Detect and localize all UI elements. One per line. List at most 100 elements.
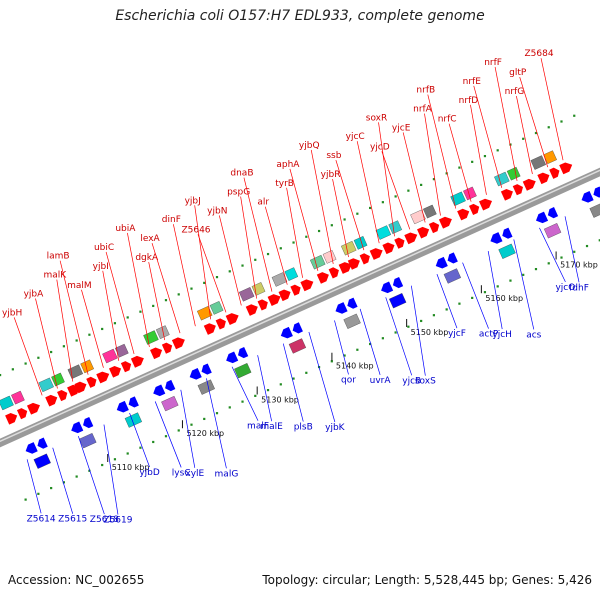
- gene-arrow-shape: [404, 232, 418, 245]
- feature-box-shape: [11, 390, 25, 405]
- top-gene-arrow: [522, 178, 536, 191]
- upper-guide-dot: [343, 218, 346, 221]
- gene-arrow-shape: [300, 279, 314, 292]
- gene-arrow-shape: [25, 442, 38, 454]
- gene-arrow-shape: [37, 437, 48, 449]
- bottom-gene-label: yjcO: [555, 283, 575, 293]
- top-gene-arrow: [267, 294, 281, 307]
- upper-guide-dot: [228, 270, 231, 273]
- top-feature-box: [284, 267, 299, 281]
- bottom-gene-arrow: [535, 211, 549, 224]
- gene-arrow-shape: [549, 167, 560, 179]
- feature-box-shape: [51, 372, 65, 387]
- top-gene-label: tyrB: [275, 179, 294, 189]
- top-gene-label: yjbN: [207, 206, 227, 216]
- top-label-leader: [516, 95, 533, 175]
- gene-arrow-shape: [109, 366, 122, 378]
- gene-arrow-shape: [502, 227, 513, 239]
- top-gene-label: nrfA: [413, 105, 433, 115]
- tick-label: 5140 kbp: [336, 362, 374, 371]
- bottom-feature-box: [589, 202, 600, 218]
- bottom-gene-arrow: [37, 437, 48, 449]
- top-gene-arrow: [109, 366, 122, 378]
- top-feature-box: [197, 305, 213, 321]
- upper-guide-dot: [483, 154, 487, 158]
- gene-arrow-shape: [435, 256, 448, 269]
- top-gene-arrow: [45, 394, 58, 407]
- upper-guide-dot: [458, 166, 461, 169]
- bottom-feature-box: [498, 243, 516, 259]
- top-gene-arrow: [225, 313, 239, 325]
- bottom-label-leader: [154, 401, 182, 468]
- top-gene-arrow: [457, 208, 470, 221]
- gene-arrow-shape: [290, 284, 301, 296]
- top-label-leader: [102, 270, 120, 361]
- upper-guide-dot: [24, 362, 27, 365]
- lower-guide-dot: [266, 389, 270, 392]
- top-gene-label: dgkA: [135, 253, 159, 263]
- top-feature-box: [410, 209, 426, 225]
- upper-guide-dot: [471, 160, 474, 163]
- accession-text: Accession: NC_002655: [8, 573, 145, 587]
- bottom-gene-label: yjbK: [325, 423, 346, 433]
- lower-guide-dot: [24, 498, 27, 501]
- bottom-gene-label: yjcF: [448, 329, 466, 339]
- lower-guide-dot: [445, 308, 448, 311]
- bottom-gene-label: soxS: [415, 377, 436, 387]
- top-gene-arrow: [257, 299, 268, 311]
- bottom-gene-arrow: [381, 281, 394, 294]
- upper-guide-dot: [11, 368, 14, 371]
- feature-box-shape: [443, 268, 461, 284]
- gene-arrow-shape: [257, 299, 268, 311]
- top-label-leader: [197, 234, 227, 313]
- gene-arrow-shape: [128, 396, 139, 408]
- feature-box-shape: [209, 301, 224, 315]
- top-feature-box: [353, 236, 368, 250]
- top-label-leader: [448, 123, 472, 202]
- gene-arrow-shape: [120, 361, 132, 373]
- bottom-gene-label: malE: [260, 422, 283, 432]
- bottom-gene-arrow: [490, 232, 503, 244]
- upper-guide-dot: [215, 276, 219, 279]
- gene-arrow-shape: [161, 342, 173, 354]
- lower-guide-dot: [50, 486, 53, 490]
- feature-box-shape: [388, 220, 403, 235]
- gene-arrow-shape: [512, 184, 523, 196]
- upper-guide-dot: [496, 149, 499, 152]
- top-gene-label: dinF: [162, 215, 181, 225]
- feature-box-shape: [389, 293, 407, 309]
- top-label-leader: [173, 224, 196, 327]
- lower-guide-dot: [394, 331, 397, 334]
- top-label-leader: [81, 289, 104, 368]
- top-label-leader: [470, 104, 487, 195]
- gene-arrow-shape: [338, 262, 352, 274]
- top-gene-label: yjbQ: [299, 141, 320, 151]
- top-gene-label: aphA: [276, 160, 300, 170]
- lower-guide-dot: [126, 452, 129, 455]
- top-label-leader: [332, 178, 349, 258]
- top-gene-label: nrfE: [463, 77, 482, 87]
- bottom-label-leader: [129, 412, 150, 468]
- top-gene-label: yjcC: [346, 132, 365, 142]
- lower-guide-dot: [292, 377, 295, 380]
- upper-guide-dot: [407, 189, 410, 192]
- upper-guide-dot: [317, 229, 321, 233]
- gene-arrow-shape: [225, 313, 239, 325]
- gene-arrow-shape: [150, 347, 163, 360]
- lower-guide-dot: [254, 394, 257, 397]
- top-gene-arrow: [96, 371, 110, 384]
- bottom-gene-arrow: [237, 347, 249, 359]
- bottom-gene-arrow: [189, 367, 202, 380]
- gene-arrow-shape: [116, 400, 129, 413]
- backbone-highlight: [0, 169, 600, 443]
- top-gene-arrow: [120, 361, 132, 373]
- bottom-label-leader: [385, 297, 413, 376]
- bottom-gene-label: qor: [341, 375, 356, 385]
- feature-box-shape: [543, 223, 562, 239]
- top-gene-arrow: [290, 284, 301, 296]
- top-label-leader: [105, 251, 135, 355]
- tick-label: 5110 kbp: [112, 463, 150, 472]
- bottom-label-leader: [410, 285, 426, 376]
- bottom-gene-arrow: [347, 297, 358, 309]
- feature-box-shape: [506, 166, 521, 181]
